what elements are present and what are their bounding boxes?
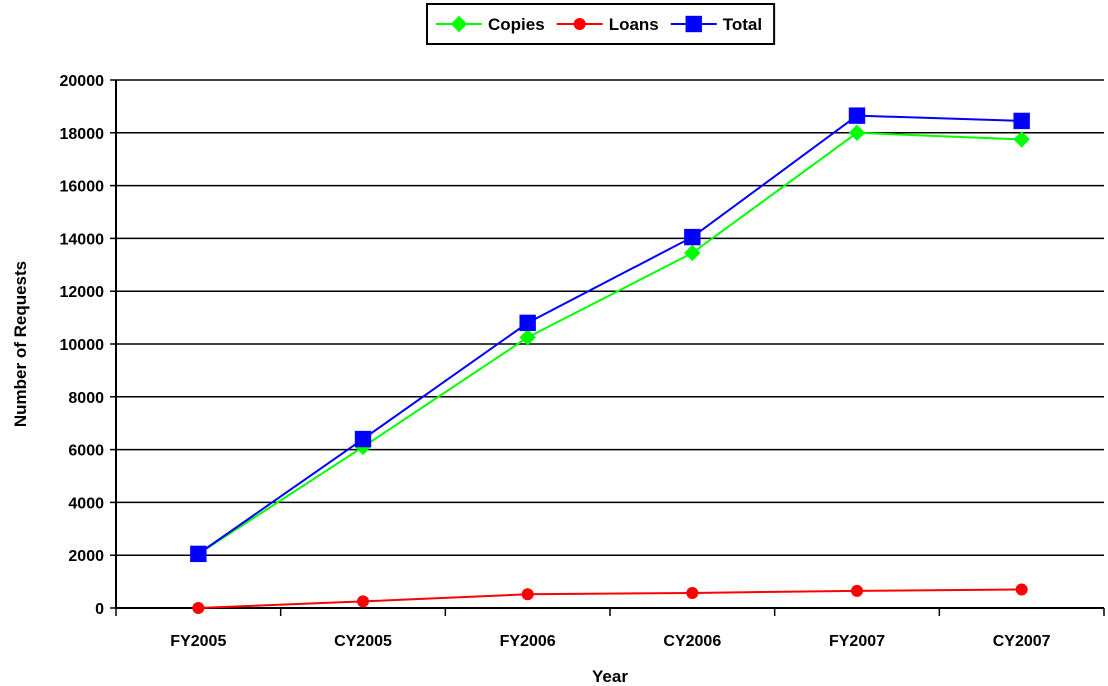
x-tick-label: CY2007	[993, 633, 1051, 650]
y-tick-label: 6000	[68, 443, 104, 460]
series-line-loans	[198, 588, 1022, 609]
series-total	[190, 107, 1030, 563]
y-tick-label: 16000	[60, 179, 105, 196]
series-line-total	[197, 114, 1022, 555]
y-tick-label: 10000	[60, 337, 105, 354]
y-tick-label: 4000	[68, 495, 104, 512]
series-line-copies	[197, 131, 1022, 555]
y-tick-label: 8000	[68, 390, 104, 407]
data-point-total	[519, 314, 536, 332]
x-tick-label: CY2005	[334, 633, 392, 650]
y-tick-label: 0	[95, 601, 104, 618]
data-point-total	[684, 228, 701, 246]
legend-marker-loans	[573, 18, 586, 30]
data-point-total	[1013, 112, 1030, 130]
legend-item-copies: Copies	[436, 15, 545, 34]
legend-item-loans: Loans	[556, 15, 659, 34]
data-point-copies	[684, 244, 701, 262]
y-tick-label: 18000	[60, 126, 105, 143]
y-axis-ticks: 0 2000 4000 6000 8000 10000 12000 14000 16000 180…	[60, 73, 116, 618]
data-point-total	[354, 430, 372, 448]
y-tick-label: 12000	[60, 284, 105, 301]
y-axis-title: Number of Requests	[11, 261, 30, 427]
data-point-copies	[848, 124, 866, 142]
data-point-total	[190, 545, 207, 563]
y-tick-label: 20000	[60, 73, 105, 90]
series-loans	[192, 583, 1028, 614]
y-tick-label: 2000	[68, 548, 104, 565]
legend-label-copies: Copies	[488, 15, 545, 34]
data-point-loans	[686, 586, 699, 599]
data-point-copies	[519, 329, 536, 346]
legend-marker-total	[685, 15, 702, 33]
data-point-loans	[192, 602, 205, 614]
data-point-loans	[521, 588, 534, 601]
x-axis-ticks: FY2005 CY2005 FY2006 CY2006 FY2007 CY2007	[115, 608, 1105, 650]
x-tick-label: FY2007	[829, 633, 885, 650]
x-tick-label: FY2005	[170, 633, 226, 650]
data-point-total	[848, 107, 866, 124]
legend-label-total: Total	[723, 15, 762, 34]
x-tick-label: FY2006	[500, 633, 556, 650]
x-tick-label: CY2006	[663, 633, 721, 650]
data-point-loans	[357, 595, 369, 608]
y-tick-label: 14000	[60, 231, 105, 248]
legend-item-total: Total	[670, 15, 762, 34]
data-point-loans	[1015, 583, 1028, 596]
legend-marker-copies	[450, 15, 468, 33]
legend: Copies Loans Total	[426, 3, 776, 45]
data-point-copies	[1013, 131, 1030, 148]
gridlines	[116, 79, 1104, 556]
series-layer	[190, 107, 1030, 614]
legend-label-loans: Loans	[609, 15, 659, 34]
x-axis-title: Year	[592, 667, 628, 686]
data-point-loans	[851, 584, 863, 597]
